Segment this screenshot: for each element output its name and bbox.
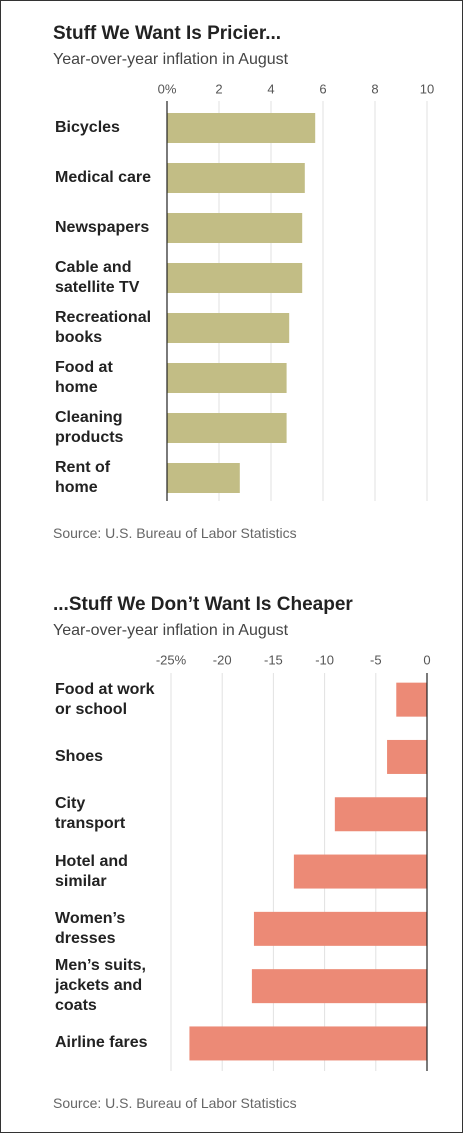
source-note: Source: U.S. Bureau of Labor Statistics <box>53 525 297 541</box>
x-tick-label: -25% <box>156 652 187 667</box>
x-tick-label: 4 <box>267 81 274 96</box>
category-label: Men’s suits, jackets and coats <box>55 957 146 1015</box>
x-tick-label: 2 <box>215 81 222 96</box>
x-tick-label: -15 <box>264 652 283 667</box>
category-label: Food at work or school <box>55 680 155 718</box>
category-label: Cleaning products <box>55 409 124 446</box>
category-label: Airline fares <box>55 1034 148 1052</box>
bar <box>167 413 287 443</box>
x-tick-label: 0 <box>423 652 430 667</box>
chart-title: ...Stuff We Don’t Want Is Cheaper <box>53 594 353 615</box>
bar <box>167 313 290 343</box>
category-label: Newspapers <box>55 219 150 236</box>
bar <box>293 854 427 889</box>
x-tick-label: 6 <box>319 81 326 96</box>
bar <box>167 113 316 143</box>
category-label: Medical care <box>55 169 152 186</box>
chart-title: Stuff We Want Is Pricier... <box>53 23 282 44</box>
x-tick-label: -10 <box>315 652 334 667</box>
source-note: Source: U.S. Bureau of Labor Statistics <box>53 1095 297 1111</box>
category-label: Bicycles <box>55 119 120 136</box>
bar <box>253 911 427 946</box>
category-label: Food at home <box>55 359 113 396</box>
bar <box>189 1026 427 1061</box>
bar <box>334 797 427 832</box>
bar <box>167 463 240 493</box>
category-label: Rent of home <box>55 459 111 496</box>
bar <box>396 682 427 717</box>
x-tick-label: 0% <box>158 81 177 96</box>
chart-subtitle: Year-over-year inflation in August <box>53 51 289 68</box>
category-label: City transport <box>55 795 126 833</box>
x-tick-label: -5 <box>370 652 382 667</box>
chart-subtitle: Year-over-year inflation in August <box>53 622 289 639</box>
bar <box>167 363 287 393</box>
category-label: Cable and satellite TV <box>55 259 140 296</box>
x-tick-label: -20 <box>213 652 232 667</box>
bar <box>251 969 427 1004</box>
bar <box>167 213 303 243</box>
category-label: Women’s dresses <box>55 909 126 947</box>
bar <box>387 739 427 774</box>
category-label: Hotel and similar <box>55 852 128 890</box>
bar <box>167 263 303 293</box>
bar <box>167 163 305 193</box>
category-label: Shoes <box>55 747 104 765</box>
category-label: Recreational books <box>55 309 152 346</box>
x-tick-label: 8 <box>371 81 378 96</box>
x-tick-label: 10 <box>420 81 434 96</box>
